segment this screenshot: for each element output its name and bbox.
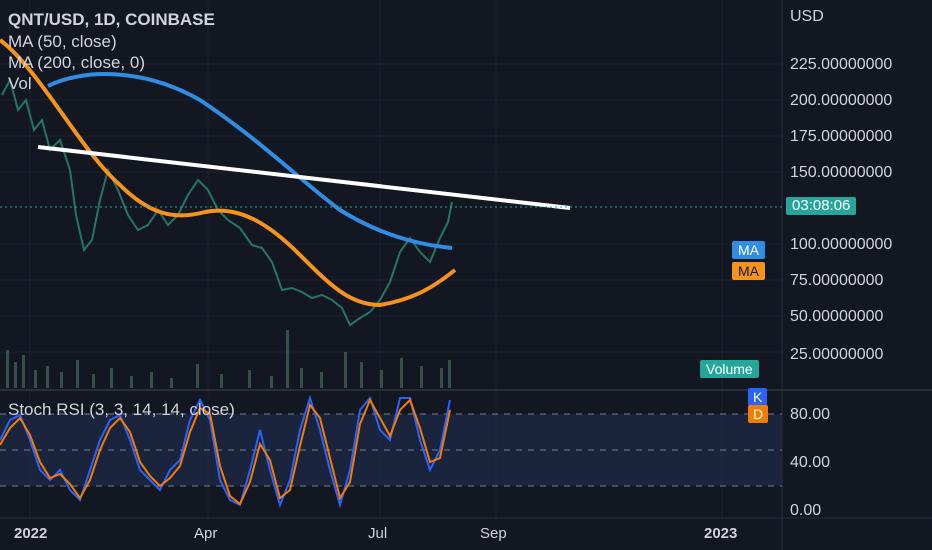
volume-badge[interactable]: Volume: [700, 360, 759, 378]
stoch-tick: 80.00: [790, 406, 831, 423]
stoch-d-line: [0, 397, 451, 506]
trendline: [37, 145, 571, 210]
ma-orange-badge[interactable]: MA: [732, 262, 765, 280]
time-label: Sep: [480, 525, 507, 542]
price-tick: 50.00000000: [790, 308, 884, 325]
ma50-legend[interactable]: MA (50, close): [8, 32, 117, 51]
price-tick: 225.00000000: [790, 56, 893, 73]
ma200-line: [47, 72, 453, 250]
time-label: Apr: [194, 525, 218, 542]
stoch-legend[interactable]: Stoch RSI (3, 3, 14, 14, close): [8, 400, 235, 419]
price-tick: 25.00000000: [790, 346, 884, 363]
stoch-k-badge[interactable]: K: [748, 388, 768, 406]
time-label: 2022: [14, 525, 48, 542]
ma200-legend[interactable]: MA (200, close, 0): [8, 53, 146, 72]
vol-legend[interactable]: Vol: [8, 74, 32, 93]
time-axis[interactable]: 2022 Apr Jul Sep 2023: [0, 518, 782, 550]
price-tick: 150.00000000: [790, 164, 893, 181]
price-tick: 175.00000000: [790, 128, 893, 145]
ma-blue-badge[interactable]: MA: [732, 241, 765, 259]
price-tick: 75.00000000: [790, 272, 884, 289]
volume-bars: [6, 330, 451, 388]
ma50-line: [0, 38, 457, 308]
stoch-tick: 40.00: [790, 454, 831, 471]
currency-label: USD: [790, 8, 824, 25]
price-tick: 100.00000000: [790, 236, 893, 253]
price-axis[interactable]: USD 225.00000000 200.00000000 175.000000…: [790, 0, 932, 390]
countdown-badge: 03:08:06: [786, 197, 857, 215]
symbol-title: QNT/USD, 1D, COINBASE: [8, 10, 215, 29]
stoch-d-badge[interactable]: D: [748, 405, 769, 423]
stoch-k-line: [0, 394, 451, 509]
price-tick: 200.00000000: [790, 92, 893, 109]
time-label: 2023: [704, 525, 738, 542]
time-label: Jul: [368, 525, 388, 542]
stoch-axis[interactable]: 80.00 40.00 0.00: [790, 390, 932, 519]
stoch-tick: 0.00: [790, 502, 822, 519]
